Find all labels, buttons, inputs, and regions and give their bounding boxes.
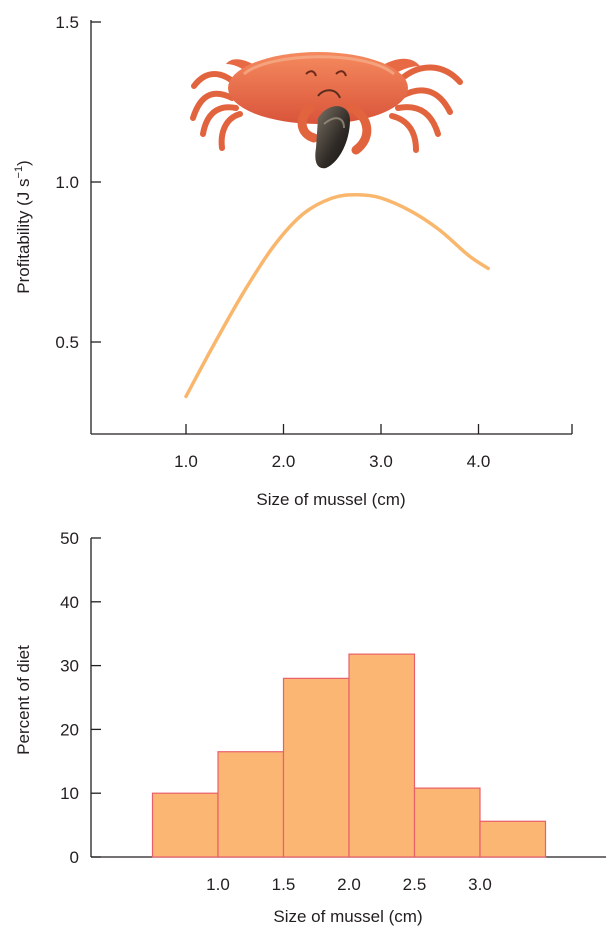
x-tick-label: 1.0 — [174, 452, 198, 471]
y-axis-title-text: Profitability (J s — [14, 178, 33, 293]
x-tick-label: 2.0 — [337, 875, 361, 894]
histogram-bar — [479, 820, 547, 858]
y-tick-label: 0 — [70, 848, 79, 867]
y-tick-label: 40 — [60, 593, 79, 612]
y-tick-label: 20 — [60, 720, 79, 739]
x-tick-label: 3.0 — [468, 875, 492, 894]
profitability-curve — [184, 193, 490, 399]
x-tick-group: 1.0 2.0 3.0 4.0 — [174, 424, 490, 471]
x-tick-label: 2.0 — [272, 452, 296, 471]
x-tick-label: 1.5 — [272, 875, 296, 894]
histogram-bar — [282, 677, 350, 858]
x-tick-label: 2.5 — [403, 875, 427, 894]
histogram-bar — [348, 653, 416, 858]
diet-histogram-chart: 0 10 20 30 40 50 1.0 1.5 2.0 2.5 3.0 Size of muss… — [14, 529, 606, 926]
histogram-bar — [413, 787, 481, 858]
histogram-bars — [151, 653, 547, 858]
y-tick-group: 0 10 20 30 40 50 — [60, 529, 101, 867]
x-tick-group: 1.0 1.5 2.0 2.5 3.0 — [206, 875, 492, 894]
histogram-bar — [217, 751, 285, 858]
y-tick-group: 0.5 1.0 1.5 — [55, 13, 101, 352]
x-axis-title: Size of mussel (cm) — [256, 490, 405, 509]
profitability-chart: 0.5 1.0 1.5 1.0 2.0 3.0 4.0 Size of mussel (c… — [13, 13, 573, 509]
x-axis-title: Size of mussel (cm) — [273, 907, 422, 926]
y-axis-title: Percent of diet — [14, 645, 33, 755]
y-axis-title: Profitability (J s−1) — [13, 160, 33, 293]
x-tick-label: 4.0 — [467, 452, 491, 471]
y-tick-label: 30 — [60, 657, 79, 676]
y-axis-title-superscript: −1 — [13, 166, 25, 179]
x-tick-label: 1.0 — [206, 875, 230, 894]
y-tick-label: 50 — [60, 529, 79, 548]
histogram-bar — [151, 792, 219, 858]
y-tick-label: 10 — [60, 784, 79, 803]
y-tick-label: 0.5 — [55, 333, 79, 352]
crab-holding-mussel-icon — [190, 52, 463, 169]
x-tick-label: 3.0 — [369, 452, 393, 471]
y-axis-title-suffix: ) — [14, 160, 33, 166]
y-tick-label: 1.0 — [55, 173, 79, 192]
y-tick-label: 1.5 — [55, 13, 79, 32]
